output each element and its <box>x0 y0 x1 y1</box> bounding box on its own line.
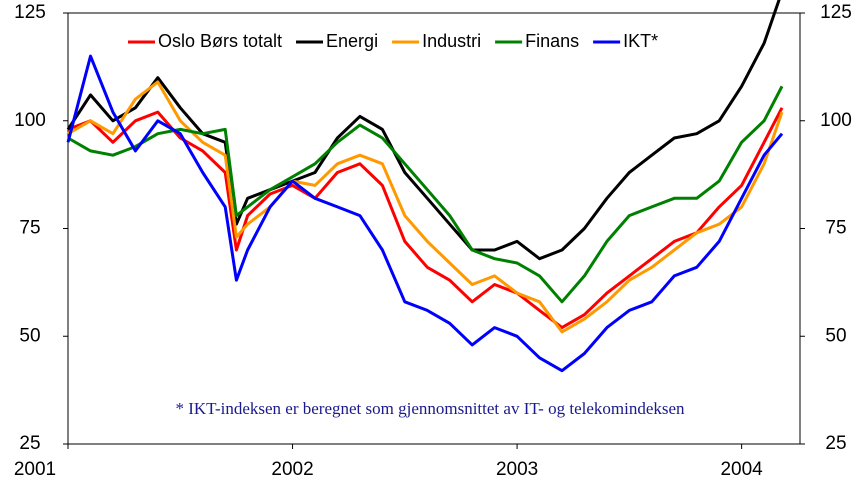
series-line <box>67 80 784 334</box>
series-line <box>67 107 784 330</box>
y-tick-label: 125 <box>14 2 46 23</box>
legend-label: Industri <box>422 31 481 51</box>
y2-tick-label: 75 <box>825 218 846 239</box>
y-tick-label: 50 <box>19 325 40 346</box>
y2-tick-label: 25 <box>825 433 846 454</box>
series-line <box>66 0 781 261</box>
legend-label: Oslo Børs totalt <box>158 31 282 51</box>
y2-tick-label: 100 <box>820 110 852 131</box>
y-tick-label: 25 <box>19 433 40 454</box>
y-tick-label: 75 <box>19 218 40 239</box>
legend-label: IKT* <box>623 31 658 51</box>
x-tick-label: 2003 <box>496 459 538 480</box>
x-tick-label: 2002 <box>271 459 313 480</box>
y2-tick-label: 50 <box>825 325 846 346</box>
x-tick-label: 2004 <box>720 459 763 480</box>
legend-label: Energi <box>326 31 378 51</box>
legend-label: Finans <box>525 31 579 51</box>
y2-tick-label: 125 <box>820 2 852 23</box>
annotation: * IKT-indeksen er beregnet som gjennomsn… <box>175 399 685 418</box>
y-tick-label: 100 <box>14 110 46 131</box>
x-tick-label: 2001 <box>14 459 56 480</box>
series-line <box>66 54 784 373</box>
plot-frame <box>67 12 801 445</box>
series-line <box>67 85 784 304</box>
